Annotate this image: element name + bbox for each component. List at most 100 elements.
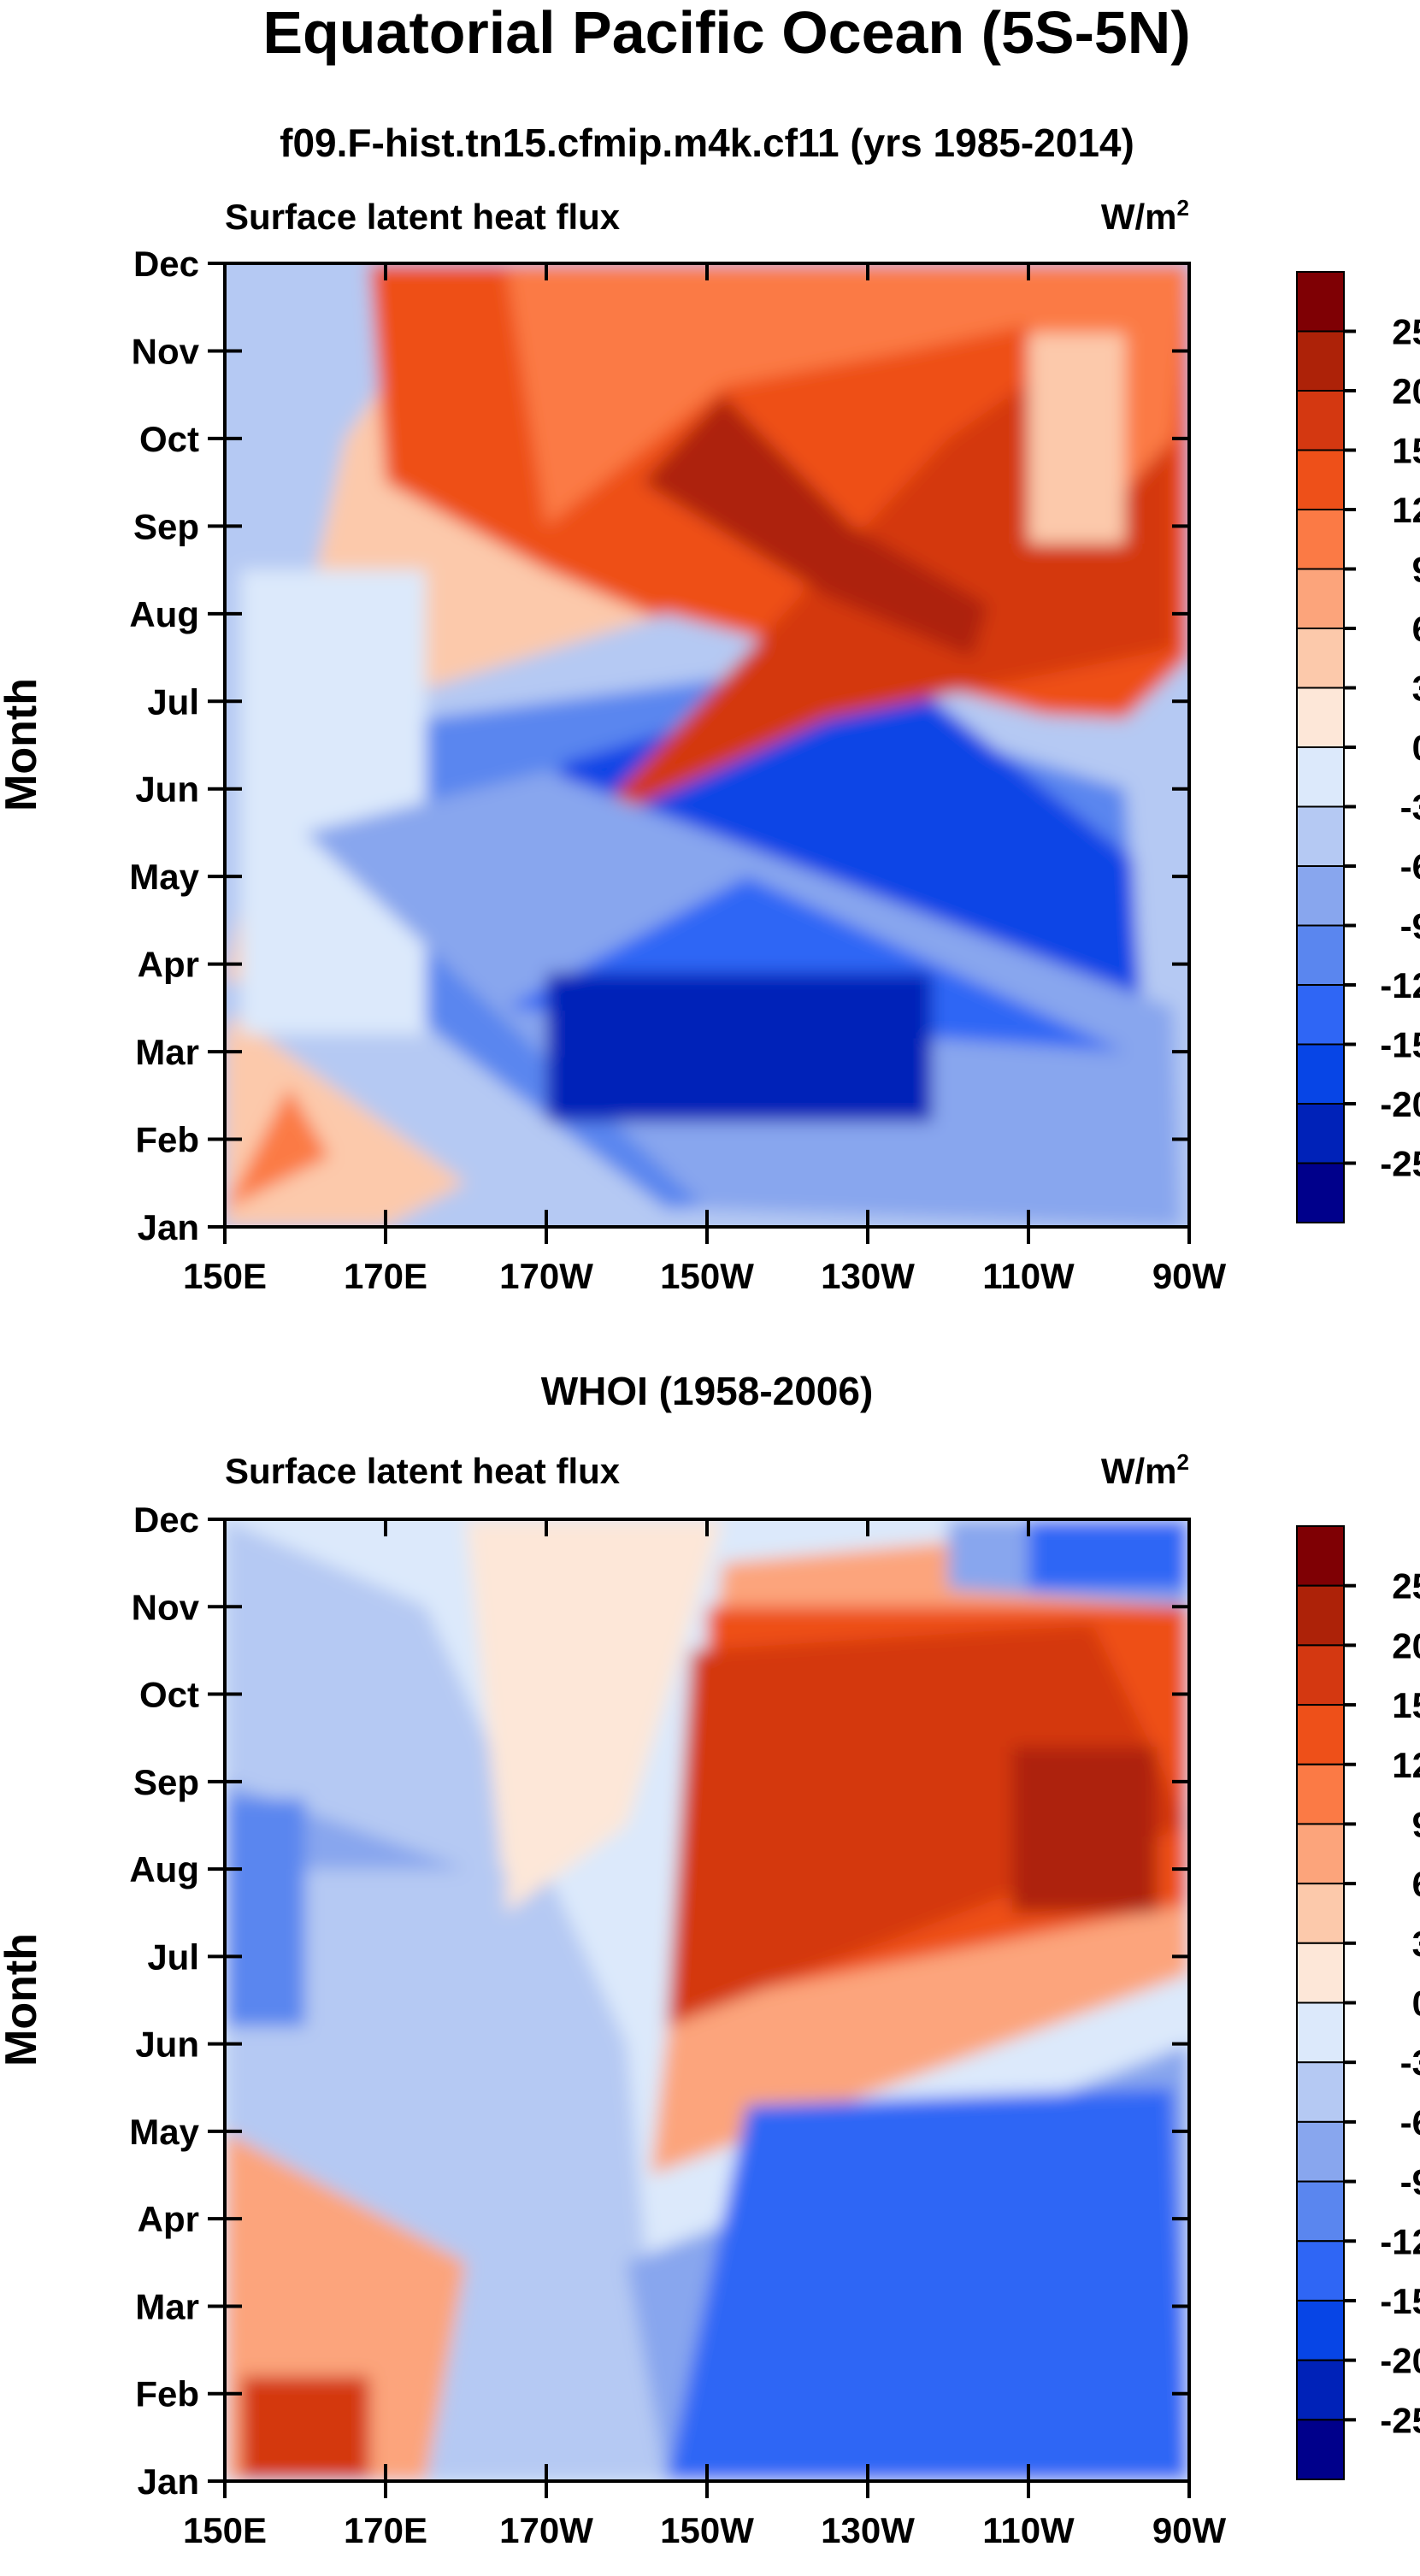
panel-1-subtitle: f09.F-hist.tn15.cfmip.m4k.cf11 (yrs 1985… — [280, 121, 1134, 165]
panel-2-y-axis: Jan Feb Mar Apr May Jun Jul Aug Sep Oct Nov Dec — [129, 1500, 1189, 2502]
x-tick-label: 150E — [183, 2510, 267, 2550]
y-tick-label: Jan — [138, 2461, 199, 2502]
contour-feature-2 — [1028, 333, 1125, 544]
colorbar-label: 12 — [1392, 490, 1420, 530]
y-tick-label: Dec — [133, 244, 199, 284]
panel-2-contour-field — [225, 1519, 1189, 2481]
x-tick-label: 170E — [344, 2510, 427, 2550]
colorbar-label: 0 — [1412, 1984, 1420, 2024]
x-tick-label: 90W — [1152, 1256, 1227, 1296]
panel-2-plot-area — [225, 1519, 1189, 2481]
colorbar-swatch — [1296, 1823, 1345, 1885]
colorbar-swatch — [1296, 2180, 1345, 2243]
y-tick-label: Sep — [133, 506, 199, 546]
colorbar-label: -9 — [1400, 2162, 1420, 2202]
panel-2-subtitle: WHOI (1958-2006) — [541, 1369, 874, 1413]
x-tick-label: 90W — [1152, 2510, 1227, 2550]
colorbar-swatch — [1296, 390, 1345, 451]
y-tick-label: Mar — [135, 2286, 199, 2326]
colorbar-swatch — [1296, 2061, 1345, 2123]
colorbar-label: -3 — [1400, 787, 1420, 828]
y-tick-label: Jul — [147, 1936, 199, 1977]
colorbar-label: 12 — [1392, 1745, 1420, 1785]
colorbar-swatch — [1296, 1704, 1345, 1765]
panel-1-variable-label: Surface latent heat flux — [225, 197, 621, 237]
y-tick-label: Apr — [138, 2199, 199, 2239]
colorbar-swatch — [1296, 687, 1345, 748]
contour-region-1 — [466, 1519, 723, 1913]
y-tick-label: Aug — [129, 594, 199, 634]
colorbar-swatch — [1296, 2001, 1345, 2064]
panel-1-y-axis: Jan Feb Mar Apr May Jun Jul Aug Sep Oct Nov Dec — [129, 244, 1189, 1247]
y-tick-label: Mar — [135, 1032, 199, 1072]
colorbar-swatch — [1296, 271, 1345, 333]
contour-feature-5 — [667, 2087, 1189, 2481]
colorbar-label: 9 — [1412, 1804, 1420, 1844]
panel-2-y-axis-title: Month — [0, 1933, 46, 2066]
colorbar-label: -25 — [1380, 1144, 1420, 1184]
colorbar-swatch — [1296, 2120, 1345, 2183]
colorbar-label: 20 — [1392, 1625, 1420, 1665]
figure-title: Equatorial Pacific Ocean (5S-5N) — [262, 0, 1190, 66]
colorbar-label: 20 — [1392, 371, 1420, 411]
colorbar-swatch — [1296, 1103, 1345, 1164]
y-tick-label: Nov — [132, 331, 200, 371]
colorbar-label: 0 — [1412, 728, 1420, 768]
colorbar-label: 3 — [1412, 669, 1420, 709]
y-tick-label: Feb — [135, 1120, 199, 1160]
contour-feature-3 — [240, 569, 426, 1035]
colorbar-label: 6 — [1412, 609, 1420, 649]
panel-2-variable-label: Surface latent heat flux — [225, 1451, 621, 1491]
colorbar-label: -15 — [1380, 1025, 1420, 1065]
colorbar-swatch — [1296, 2299, 1345, 2361]
panel-2: WHOI (1958-2006) Surface latent heat flu… — [0, 1369, 1420, 2550]
y-tick-label: Sep — [133, 1762, 199, 1802]
y-tick-label: Apr — [138, 945, 199, 985]
colorbar-swatch — [1296, 924, 1345, 986]
colorbar-swatch — [1296, 2419, 1345, 2480]
colorbar-label: 15 — [1392, 1685, 1420, 1725]
colorbar-label: -20 — [1380, 2341, 1420, 2381]
y-tick-label: Feb — [135, 2374, 199, 2414]
colorbar-label: 9 — [1412, 550, 1420, 590]
y-tick-label: Jun — [135, 769, 199, 810]
colorbar-swatch — [1296, 1043, 1345, 1105]
x-tick-label: 170W — [499, 2510, 593, 2550]
colorbar-swatch — [1296, 746, 1345, 808]
panel-1-x-axis: 150E 170E 170W 150W 130W 110W 90W — [183, 263, 1227, 1296]
colorbar-label: 6 — [1412, 1864, 1420, 1904]
colorbar-swatch — [1296, 984, 1345, 1046]
colorbar-swatch — [1296, 2240, 1345, 2302]
colorbar-label: 25 — [1392, 1566, 1420, 1606]
panel-2-colorbar: 25 20 15 12 9 6 3 0 -3 -6 -9 -12 -15 -20 -25 — [1296, 1525, 1420, 2480]
y-tick-label: Nov — [132, 1587, 200, 1627]
y-tick-label: Aug — [129, 1849, 199, 1889]
contour-feature-1 — [506, 263, 1189, 527]
y-tick-label: Jun — [135, 2025, 199, 2065]
contour-feature-0 — [225, 1087, 330, 1210]
x-tick-label: 150E — [183, 1256, 267, 1296]
y-tick-label: Dec — [133, 1500, 199, 1540]
panel-1-plot-area — [225, 263, 1189, 1227]
contour-feature-6 — [546, 972, 933, 1123]
x-tick-label: 150W — [660, 2510, 754, 2550]
colorbar-swatch — [1296, 1942, 1345, 2004]
panel-1-colorbar: 25 20 15 12 9 6 3 0 -3 -6 -9 -12 -15 -20 -25 — [1296, 271, 1420, 1223]
colorbar-label: -12 — [1380, 2221, 1420, 2261]
contour-feature-6 — [1028, 1519, 1189, 1589]
colorbar-swatch — [1296, 2359, 1345, 2421]
colorbar-swatch — [1296, 1763, 1345, 1825]
colorbar-swatch — [1296, 568, 1345, 629]
panel-1-contour-field — [225, 263, 1189, 1227]
colorbar-swatch — [1296, 865, 1345, 927]
x-tick-label: 170W — [499, 1256, 593, 1296]
contour-feature-1 — [667, 1624, 1189, 2027]
contour-feature-0 — [240, 2376, 370, 2481]
y-tick-label: Jan — [138, 1207, 199, 1247]
colorbar-swatch — [1296, 330, 1345, 392]
colorbar-label: -9 — [1400, 906, 1420, 946]
x-tick-label: 110W — [982, 2510, 1075, 2550]
x-tick-label: 150W — [660, 1256, 754, 1296]
colorbar-label: -15 — [1380, 2281, 1420, 2321]
